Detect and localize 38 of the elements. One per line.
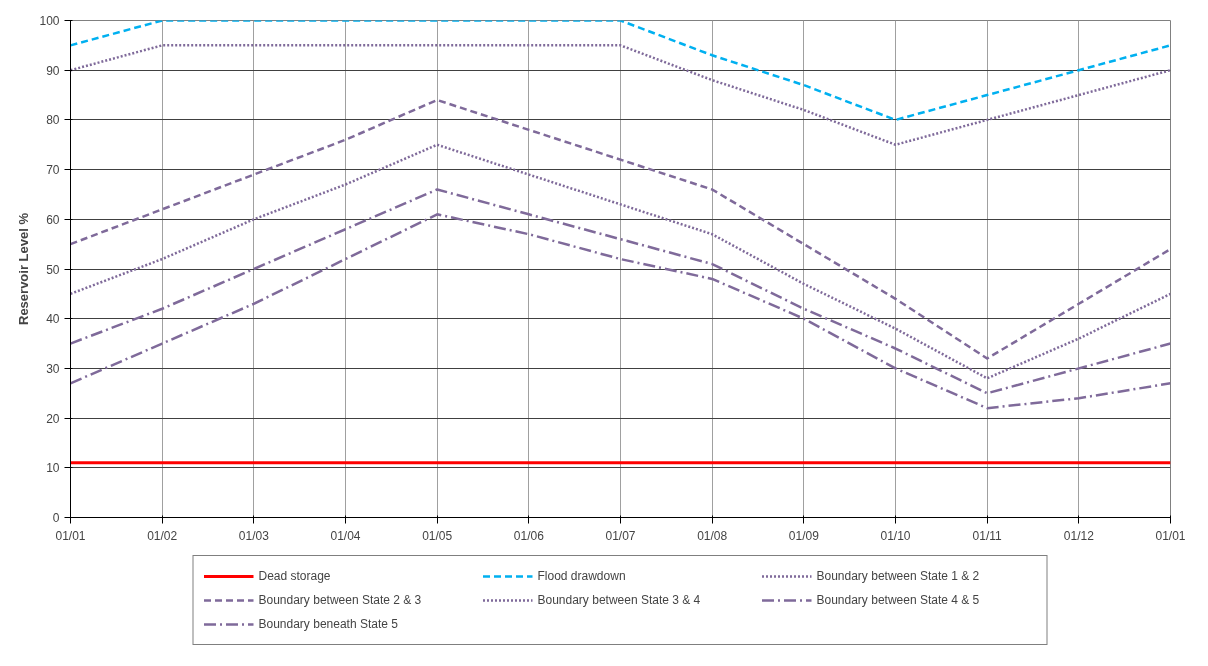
line-series xyxy=(70,20,1171,122)
y-axis-title: Reservoir Level % xyxy=(16,212,32,325)
legend-label: Boundary between State 1 & 2 xyxy=(816,569,981,583)
line-series xyxy=(70,188,1171,395)
x-tick-label: 01/01 xyxy=(55,528,86,543)
legend-label: Boundary between State 2 & 3 xyxy=(258,593,423,607)
x-tick-label: 01/07 xyxy=(605,528,636,543)
x-tick-label: 01/02 xyxy=(147,528,178,543)
x-tick-label: 01/05 xyxy=(422,528,453,543)
y-tick-label: 40 xyxy=(46,312,60,327)
line-series xyxy=(70,44,1171,146)
x-tick-label: 01/09 xyxy=(788,528,820,543)
y-tick-label: 100 xyxy=(39,14,60,28)
legend-label: Boundary between State 4 & 5 xyxy=(816,593,981,607)
y-tick-label: 0 xyxy=(52,511,60,525)
line-series xyxy=(70,143,1171,380)
y-tick-label: 80 xyxy=(46,113,60,128)
x-tick-label: 01/08 xyxy=(697,528,728,543)
legend-label: Dead storage xyxy=(258,569,332,583)
y-tick-label: 30 xyxy=(46,361,60,376)
y-tick-label: 20 xyxy=(46,411,60,426)
line-series xyxy=(70,213,1171,410)
x-tick-label: 01/12 xyxy=(1063,528,1095,543)
x-tick-label: 01/04 xyxy=(330,528,361,543)
x-tick-label: 01/06 xyxy=(513,528,545,543)
y-tick-label: 60 xyxy=(46,212,60,227)
legend-label: Flood drawdown xyxy=(537,569,627,583)
x-tick-label: 01/11 xyxy=(972,528,1003,543)
line-series xyxy=(70,98,1171,360)
legend-label: Boundary beneath State 5 xyxy=(258,617,399,631)
legend-label: Boundary between State 3 & 4 xyxy=(537,593,702,607)
x-tick-label: 01/01 xyxy=(1155,528,1186,543)
x-tick-label: 01/10 xyxy=(880,528,911,543)
y-tick-label: 90 xyxy=(46,63,60,78)
y-tick-label: 10 xyxy=(46,461,60,476)
x-tick-label: 01/03 xyxy=(238,528,270,543)
y-tick-label: 50 xyxy=(46,262,60,277)
y-tick-label: 70 xyxy=(46,163,60,178)
